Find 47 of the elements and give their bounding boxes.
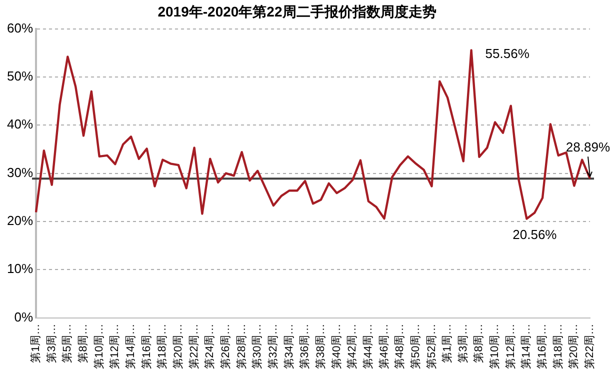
x-tick-label: 第5周… [62,324,74,363]
x-tick-label: 第38周… [314,324,327,370]
x-tick-label: 第14周… [520,324,533,370]
x-tick-label: 第20周… [172,324,185,370]
x-tick-label: 第18周… [552,324,564,370]
x-tick-label: 第14周… [125,324,138,370]
x-tick-label: 第20周… [568,324,580,370]
x-tick-label: 第24周… [204,324,216,370]
x-tick-label: 第3周… [457,324,470,363]
x-tick-label: 第1周… [442,324,454,363]
x-tick-label: 第26周… [220,324,232,370]
y-tick-label: 10% [6,261,34,276]
data-label: 55.56% [485,46,530,61]
x-tick-label: 第12周… [109,324,122,370]
y-tick-label: 60% [6,20,34,36]
x-tick-label: 第36周… [299,324,312,370]
x-tick-label: 第8周… [473,324,486,363]
x-tick-label: 第32周… [267,324,280,370]
x-tick-label: 第48周… [394,324,406,370]
x-tick-label: 第42周… [346,324,359,370]
x-tick-label: 第44周… [362,324,374,370]
x-tick-label: 第50周… [410,324,422,370]
x-tick-label: 第40周… [330,324,343,370]
x-tick-label: 第28周… [236,324,248,370]
x-tick-label: 第46周… [378,324,390,370]
x-tick-label: 第8周… [78,324,90,363]
x-tick-label: 第10周… [93,324,106,370]
x-tick-label: 第3周… [46,324,58,363]
x-tick-label: 第10周… [489,324,502,370]
x-tick-label: 第16周… [536,324,549,370]
x-tick-label: 第22周… [188,324,200,370]
x-tick-label: 第30周… [252,324,264,370]
x-tick-label: 第52周… [426,324,438,370]
y-tick-label: 40% [6,116,34,132]
x-tick-label: 第22周… [584,324,596,370]
y-tick-label: 20% [6,213,34,228]
x-tick-label: 第34周… [283,324,296,370]
x-tick-label: 第1周… [30,324,42,363]
y-tick-label: 30% [6,164,34,180]
x-tick-label: 第18周… [156,324,169,370]
data-label: 28.89% [566,140,610,155]
x-tick-label: 第12周… [504,324,517,370]
y-tick-label: 0% [14,309,34,324]
chart-title: 2019年-2020年第22周二手报价指数周度走势 [158,3,436,20]
y-tick-label: 50% [6,68,34,84]
data-label: 20.56% [512,226,558,242]
x-tick-label: 第16周… [140,324,153,370]
